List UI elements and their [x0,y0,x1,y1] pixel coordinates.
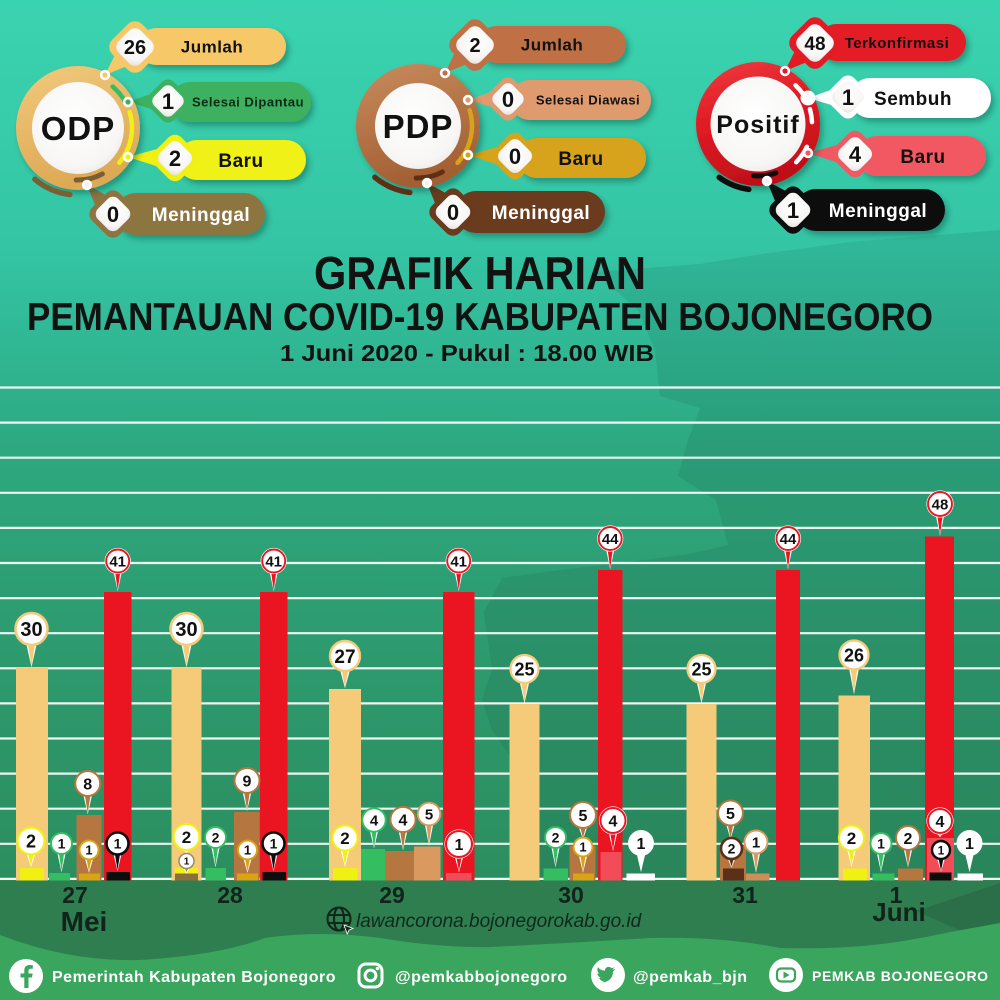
svg-text:2: 2 [469,35,480,57]
svg-text:4: 4 [399,812,408,829]
svg-text:lawancorona.bojonegorokab.go.i: lawancorona.bojonegorokab.go.id [356,911,643,932]
svg-text:4: 4 [936,814,945,831]
svg-text:41: 41 [265,553,282,570]
svg-text:25: 25 [691,660,711,680]
svg-text:2: 2 [182,828,191,847]
svg-text:Mei: Mei [61,906,108,937]
svg-text:Selesai Dipantau: Selesai Dipantau [192,95,304,110]
svg-text:0: 0 [502,87,514,112]
svg-text:1: 1 [787,198,799,223]
svg-text:30: 30 [558,882,584,908]
svg-text:27: 27 [62,882,88,908]
svg-text:2: 2 [340,829,349,848]
svg-text:4: 4 [849,142,862,167]
svg-text:4: 4 [609,813,618,830]
svg-text:ODP: ODP [41,110,116,147]
svg-text:1: 1 [752,834,760,851]
svg-text:31: 31 [732,882,758,908]
svg-text:Juni: Juni [872,897,925,927]
svg-text:5: 5 [425,806,433,823]
svg-text:8: 8 [83,776,92,793]
svg-text:Selesai Diawasi: Selesai Diawasi [536,93,640,108]
svg-text:9: 9 [243,773,252,790]
svg-text:1: 1 [244,843,251,858]
svg-text:1: 1 [965,836,974,853]
svg-text:1: 1 [938,843,945,857]
svg-text:48: 48 [932,496,949,513]
svg-text:@pemkab_bjn: @pemkab_bjn [633,969,747,986]
svg-text:1: 1 [579,840,586,855]
svg-text:26: 26 [844,646,864,666]
svg-text:2: 2 [847,829,856,848]
svg-text:0: 0 [447,200,459,225]
svg-text:5: 5 [726,806,735,823]
svg-text:4: 4 [370,812,379,829]
svg-text:1: 1 [877,836,885,852]
svg-text:1: 1 [842,85,854,110]
svg-text:1: 1 [85,843,92,858]
svg-text:30: 30 [175,619,197,641]
svg-text:26: 26 [124,37,146,59]
svg-text:Jumlah: Jumlah [521,36,584,55]
svg-text:1: 1 [637,836,646,853]
svg-text:Sembuh: Sembuh [874,89,952,110]
svg-text:1: 1 [58,836,66,852]
svg-text:Meninggal: Meninggal [829,201,927,222]
svg-text:1: 1 [114,836,122,852]
svg-text:1: 1 [162,89,174,114]
svg-text:1: 1 [270,836,278,852]
svg-text:Terkonfirmasi: Terkonfirmasi [845,35,950,52]
svg-text:Pemerintah Kabupaten Bojonegor: Pemerintah Kabupaten Bojonegoro [52,969,336,986]
svg-text:41: 41 [109,553,126,570]
svg-text:PEMANTAUAN COVID-19 KABUPATEN: PEMANTAUAN COVID-19 KABUPATEN BOJONEGORO [27,296,933,339]
svg-text:Baru: Baru [558,149,603,170]
svg-text:Jumlah: Jumlah [181,38,244,57]
svg-text:29: 29 [379,882,405,908]
svg-text:44: 44 [780,531,797,548]
svg-text:@pemkabbojonegoro: @pemkabbojonegoro [395,969,568,986]
svg-text:30: 30 [20,619,42,641]
svg-text:1 Juni 2020 - Pukul : 18.00 WI: 1 Juni 2020 - Pukul : 18.00 WIB [280,340,654,366]
svg-text:2: 2 [552,830,560,846]
svg-text:0: 0 [107,202,119,227]
svg-text:2: 2 [26,832,36,852]
svg-text:Baru: Baru [900,147,945,168]
svg-text:GRAFIK HARIAN: GRAFIK HARIAN [314,247,646,299]
svg-text:48: 48 [804,34,825,55]
svg-text:25: 25 [514,660,534,680]
svg-text:Meninggal: Meninggal [492,203,590,224]
svg-text:0: 0 [509,144,521,169]
svg-text:44: 44 [602,531,619,548]
svg-text:Baru: Baru [218,151,263,172]
svg-text:27: 27 [334,647,355,668]
svg-text:2: 2 [169,146,181,171]
svg-text:5: 5 [579,808,588,825]
svg-text:Positif: Positif [716,111,799,139]
svg-text:PEMKAB BOJONEGORO: PEMKAB BOJONEGORO [812,968,989,984]
svg-text:2: 2 [904,831,913,848]
svg-text:28: 28 [217,882,243,908]
svg-text:1: 1 [890,882,903,908]
svg-text:41: 41 [450,553,467,570]
svg-text:1: 1 [184,857,190,868]
svg-text:2: 2 [728,841,736,857]
svg-text:1: 1 [455,837,464,854]
svg-text:2: 2 [212,830,220,846]
svg-text:PDP: PDP [383,108,454,145]
svg-text:Meninggal: Meninggal [152,205,250,226]
